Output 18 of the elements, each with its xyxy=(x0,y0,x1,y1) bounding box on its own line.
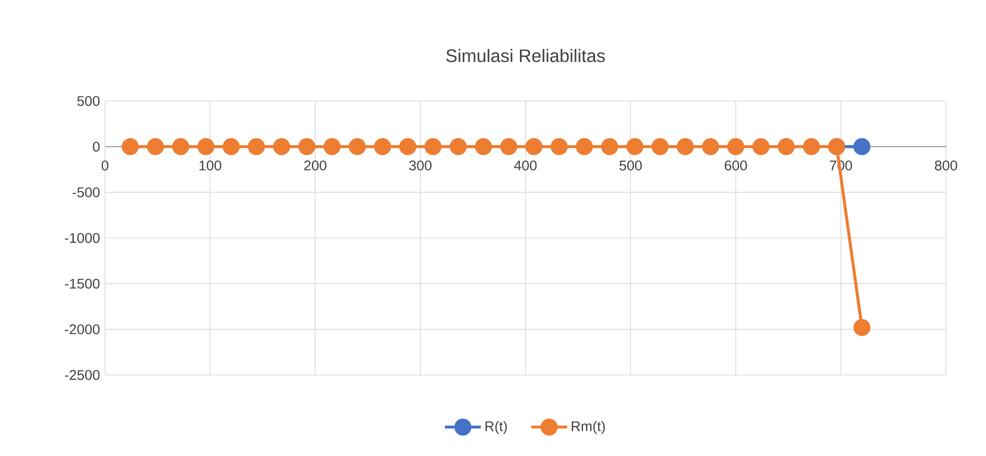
y-tick-label: -1500 xyxy=(64,278,100,289)
y-tick-label: -2000 xyxy=(64,324,100,334)
x-tick-label: 600 xyxy=(724,160,747,170)
x-tick-label: 100 xyxy=(200,160,222,170)
x-tick-label: 400 xyxy=(514,160,537,170)
x-tick-label: 200 xyxy=(304,160,326,170)
y-tick-label: -2500 xyxy=(64,370,100,380)
y-tick-label: 500 xyxy=(77,96,100,106)
y-tick-label: 0 xyxy=(92,142,100,152)
y-tick-label: -1000 xyxy=(64,233,100,243)
legend-label: Rm(t) xyxy=(572,420,605,434)
x-tick-label: 0 xyxy=(102,160,108,170)
x-tick-label: 500 xyxy=(620,160,642,170)
x-tick-label: 800 xyxy=(934,160,958,170)
x-tick-label: 300 xyxy=(409,160,432,170)
legend-label: R(t) xyxy=(486,420,507,434)
y-tick-label: -500 xyxy=(72,187,100,198)
chart-title: Simulasi Reliabilitas xyxy=(446,48,605,62)
